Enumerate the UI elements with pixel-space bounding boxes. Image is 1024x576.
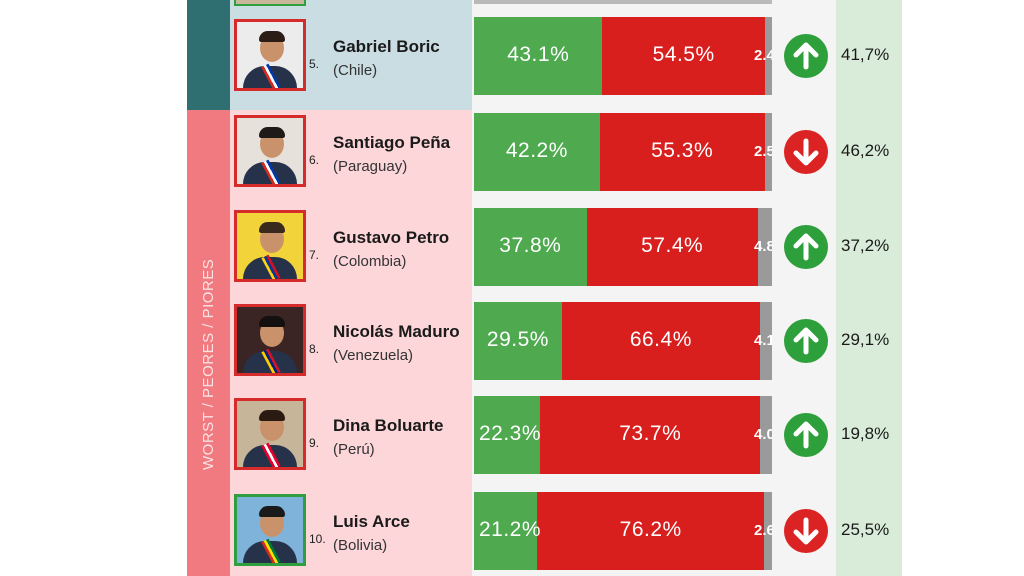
leader-name: Gustavo Petro: [333, 228, 450, 247]
approve-segment: [474, 208, 587, 286]
leader-photo: [234, 494, 306, 566]
undecided-segment: [764, 113, 772, 191]
approve-value-label: 43.1%: [507, 43, 570, 66]
approve-value-label: 22.3%: [478, 422, 542, 445]
previous-approval-value: 41,7%: [841, 45, 890, 64]
approval-bar: 42.2% 55.3% 2.5: [474, 113, 772, 191]
leader-photo: [234, 115, 306, 187]
undecided-segment: [764, 17, 772, 95]
undecided-value-label: 2.4: [754, 47, 772, 64]
table-row: 5. Gabriel Boric (Chile) 43.1% 54.5% 2.4 41,7%: [0, 17, 1024, 95]
approve-value-label: 37.8%: [499, 234, 562, 257]
leader-name: Gabriel Boric: [333, 37, 440, 56]
approve-segment: [474, 492, 538, 570]
photo-hair: [259, 127, 285, 138]
approve-value-label: 29.5%: [486, 328, 549, 351]
leader-photo: [234, 304, 306, 376]
approve-value-label: 42.2%: [505, 139, 568, 162]
worst-section-band: [187, 110, 230, 576]
arrow-down-icon: [784, 130, 828, 174]
disapprove-segment: [586, 208, 758, 286]
leader-name: Santiago Peña: [333, 133, 451, 152]
arrow-down-icon: [784, 509, 828, 553]
rank-number: 7.: [309, 248, 320, 262]
approve-segment: [474, 113, 600, 191]
arrow-up-icon: [784, 319, 828, 363]
undecided-value-label: 4.8: [754, 238, 772, 255]
leader-photo: [234, 210, 306, 282]
approval-bar: 43.1% 54.5% 2.4: [474, 17, 772, 95]
leader-country: (Colombia): [333, 253, 407, 270]
approval-bar: 29.5% 66.4% 4.1: [474, 302, 772, 380]
leader-name: Luis Arce: [333, 512, 410, 531]
previous-approval-value: 37,2%: [841, 236, 890, 255]
disapprove-segment: [537, 492, 765, 570]
previous-approval-column: [836, 0, 902, 576]
rank-number: 8.: [309, 342, 320, 356]
leader-photo: [234, 398, 306, 470]
cropped-bar-edge: [474, 0, 772, 4]
best-section-band: [187, 0, 230, 110]
disapprove-value-label: 76.2%: [619, 518, 682, 541]
approval-bar: 21.2% 76.2% 2.6: [474, 492, 772, 570]
undecided-value-label: 4.1: [754, 332, 772, 349]
approve-segment: [474, 396, 541, 474]
undecided-value-label: 4.0: [754, 426, 772, 443]
undecided-segment: [757, 208, 772, 286]
undecided-value-label: 2.6: [754, 522, 772, 539]
leader-country: (Chile): [333, 62, 378, 79]
leader-photo: [234, 19, 306, 91]
disapprove-segment: [561, 302, 760, 380]
approve-value-label: 21.2%: [478, 518, 542, 541]
rank-number: 6.: [309, 153, 320, 167]
table-row: 8. Nicolás Maduro (Venezuela) 29.5% 66.4% 4.1…: [0, 302, 1024, 380]
undecided-segment: [764, 492, 772, 570]
rank-number: 9.: [309, 436, 320, 450]
disapprove-segment: [602, 17, 765, 95]
table-row: 9. Dina Boluarte (Perú) 22.3% 73.7% 4.0 19,8%: [0, 396, 1024, 474]
disapprove-value-label: 66.4%: [629, 328, 692, 351]
table-row: 6. Santiago Peña (Paraguay) 42.2% 55.3% 2.5 46…: [0, 113, 1024, 191]
arrow-up-icon: [784, 413, 828, 457]
cropped-photo-edge: [234, 0, 306, 6]
previous-approval-value: 46,2%: [841, 141, 890, 160]
arrow-up-icon: [784, 225, 828, 269]
undecided-value-label: 2.5: [754, 143, 772, 160]
previous-approval-value: 25,5%: [841, 520, 890, 539]
approve-segment: [474, 17, 603, 95]
leader-country: (Perú): [333, 441, 375, 458]
previous-approval-value: 29,1%: [841, 330, 890, 349]
rank-number: 5.: [309, 57, 320, 71]
previous-approval-value: 19,8%: [841, 424, 890, 443]
photo-hair: [259, 506, 285, 517]
disapprove-value-label: 55.3%: [651, 139, 714, 162]
leader-country: (Bolivia): [333, 537, 388, 554]
disapprove-value-label: 73.7%: [619, 422, 682, 445]
approval-bar: 22.3% 73.7% 4.0: [474, 396, 772, 474]
photo-hair: [259, 31, 285, 42]
photo-hair: [259, 222, 285, 233]
disapprove-value-label: 54.5%: [652, 43, 715, 66]
approval-bar: 37.8% 57.4% 4.8: [474, 208, 772, 286]
disapprove-segment: [540, 396, 761, 474]
table-row: 10. Luis Arce (Bolivia) 21.2% 76.2% 2.6 25,5%: [0, 492, 1024, 570]
undecided-segment: [760, 396, 772, 474]
photo-hair: [259, 410, 285, 421]
disapprove-value-label: 57.4%: [641, 234, 704, 257]
rank-number: 10.: [309, 532, 326, 546]
approve-segment: [474, 302, 562, 380]
bars-column-background: [472, 0, 836, 576]
leader-name: Dina Boluarte: [333, 416, 444, 435]
leader-name: Nicolás Maduro: [333, 322, 460, 341]
leader-country: (Paraguay): [333, 158, 408, 175]
table-row: 7. Gustavo Petro (Colombia) 37.8% 57.4% 4.8 37…: [0, 208, 1024, 286]
disapprove-segment: [599, 113, 765, 191]
leader-country: (Venezuela): [333, 347, 414, 364]
undecided-segment: [759, 302, 772, 380]
arrow-up-icon: [784, 34, 828, 78]
photo-hair: [259, 316, 285, 327]
